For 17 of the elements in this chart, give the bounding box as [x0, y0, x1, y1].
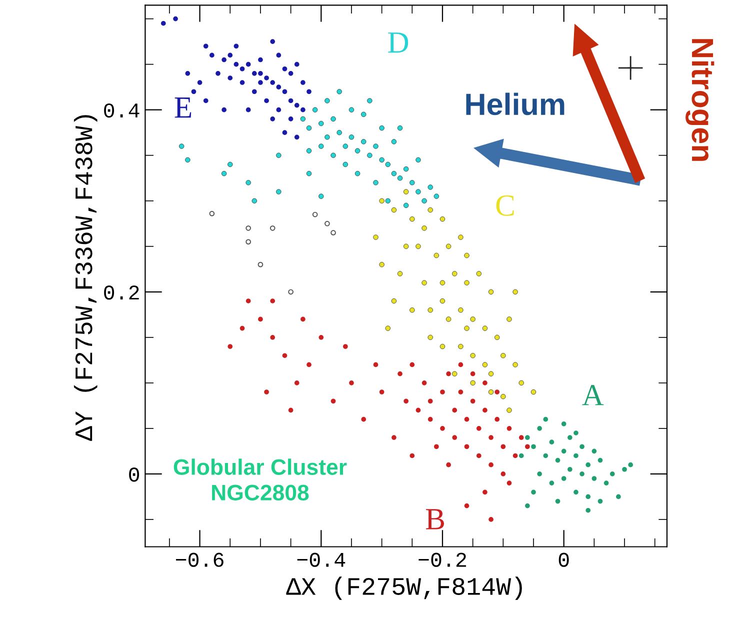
x-tick-label: −0.4: [297, 552, 346, 567]
series-label: E: [174, 98, 192, 118]
y-axis-title: ΔY (F275W,F336W,F438W): [74, 115, 98, 441]
series-label: A: [582, 384, 604, 406]
x-axis-title: ΔX (F275W,F814W): [286, 576, 522, 600]
text: Nitrogen: [686, 39, 714, 161]
annotation: Helium: [466, 92, 564, 116]
series-label: D: [388, 32, 408, 53]
x-tick-label: −0.2: [418, 552, 466, 567]
series-label: B: [426, 509, 444, 530]
x-tick-label: −0.6: [176, 552, 224, 567]
annotation: Globular Cluster NGC2808: [174, 458, 347, 500]
series-label: C: [496, 195, 514, 216]
y-tick-label: 0: [129, 468, 140, 482]
y-tick-label: 0.4: [104, 103, 140, 118]
y-tick-label: 0.2: [104, 285, 139, 300]
x-tick-label: 0: [558, 552, 569, 567]
